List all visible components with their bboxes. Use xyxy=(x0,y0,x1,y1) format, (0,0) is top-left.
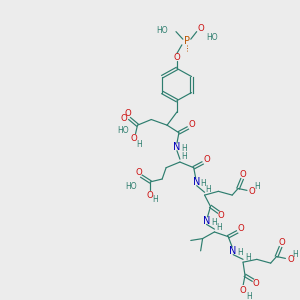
Text: H: H xyxy=(212,218,217,227)
Text: H: H xyxy=(292,250,298,259)
Text: H: H xyxy=(181,152,187,161)
Text: O: O xyxy=(188,120,195,129)
Text: O: O xyxy=(135,168,142,177)
Text: HO: HO xyxy=(117,126,128,135)
Text: O: O xyxy=(174,52,180,62)
Text: O: O xyxy=(218,212,225,220)
Text: H: H xyxy=(254,182,260,191)
Text: H: H xyxy=(206,185,212,194)
Text: HO: HO xyxy=(125,182,136,191)
Text: H: H xyxy=(136,140,142,148)
Text: HO: HO xyxy=(157,26,168,35)
Text: O: O xyxy=(287,255,294,264)
Text: H: H xyxy=(217,223,222,232)
Text: O: O xyxy=(240,170,246,179)
Text: N: N xyxy=(230,246,237,256)
Text: HO: HO xyxy=(206,33,218,42)
Text: O: O xyxy=(248,187,255,196)
Text: O: O xyxy=(120,114,127,123)
Text: O: O xyxy=(124,109,131,118)
Text: H: H xyxy=(152,195,158,204)
Text: O: O xyxy=(240,286,246,295)
Text: O: O xyxy=(147,190,154,200)
Text: N: N xyxy=(193,177,200,187)
Text: O: O xyxy=(197,24,204,33)
Text: O: O xyxy=(238,224,244,233)
Text: H: H xyxy=(237,248,243,257)
Text: O: O xyxy=(278,238,285,247)
Text: N: N xyxy=(173,142,181,152)
Text: H: H xyxy=(246,292,252,300)
Text: O: O xyxy=(130,134,137,143)
Text: H: H xyxy=(245,253,251,262)
Text: H: H xyxy=(201,179,206,188)
Text: P: P xyxy=(184,36,190,46)
Text: N: N xyxy=(203,216,210,226)
Text: O: O xyxy=(253,279,259,288)
Text: H: H xyxy=(181,144,187,153)
Text: O: O xyxy=(203,155,210,164)
